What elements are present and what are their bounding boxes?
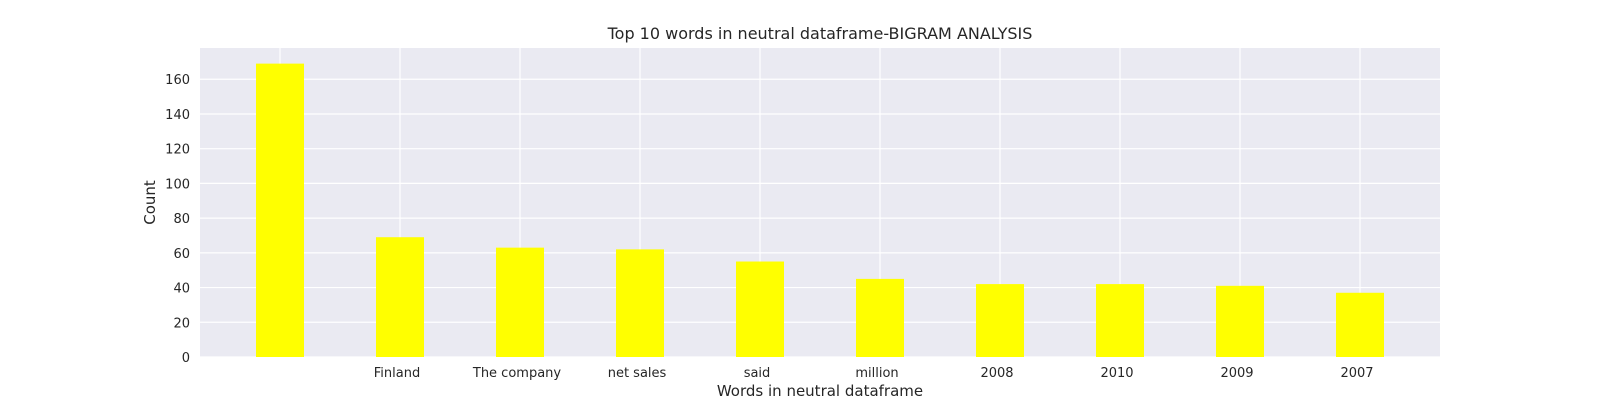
bar: [256, 63, 304, 357]
x-tick-label: net sales: [608, 366, 667, 381]
x-tick-label: The company: [472, 366, 562, 381]
y-tick-label: 140: [165, 108, 190, 123]
bar: [1336, 292, 1384, 357]
bar: [1096, 284, 1144, 357]
x-tick-labels: Finland The company net sales said million 20…: [374, 366, 1374, 381]
bar: [976, 284, 1024, 357]
y-tick-label: 160: [165, 73, 190, 88]
y-tick-label: 0: [182, 351, 190, 366]
x-tick-label: 2007: [1340, 366, 1373, 381]
bar: [1216, 285, 1264, 357]
y-axis-label: Count: [141, 180, 159, 225]
bar: [616, 249, 664, 357]
x-tick-label: 2009: [1220, 366, 1253, 381]
x-tick-label: said: [744, 366, 771, 381]
bar: [496, 247, 544, 357]
x-tick-label: 2010: [1100, 366, 1133, 381]
x-tick-label: million: [855, 366, 898, 381]
y-tick-label: 40: [173, 282, 190, 297]
bar: [376, 237, 424, 357]
y-tick-label: 60: [173, 247, 190, 262]
y-tick-label: 100: [165, 177, 190, 192]
bars: [256, 63, 1384, 357]
bar: [856, 278, 904, 357]
y-tick-label: 120: [165, 143, 190, 158]
chart-title: Top 10 words in neutral dataframe-BIGRAM…: [607, 24, 1033, 43]
x-axis-label: Words in neutral dataframe: [717, 382, 923, 400]
x-tick-label: Finland: [374, 366, 420, 381]
y-tick-labels: 0 20 40 60 80 100 120 140 160: [165, 73, 190, 366]
y-tick-label: 20: [173, 316, 190, 331]
bar: [736, 261, 784, 357]
y-tick-label: 80: [173, 212, 190, 227]
x-tick-label: 2008: [980, 366, 1013, 381]
